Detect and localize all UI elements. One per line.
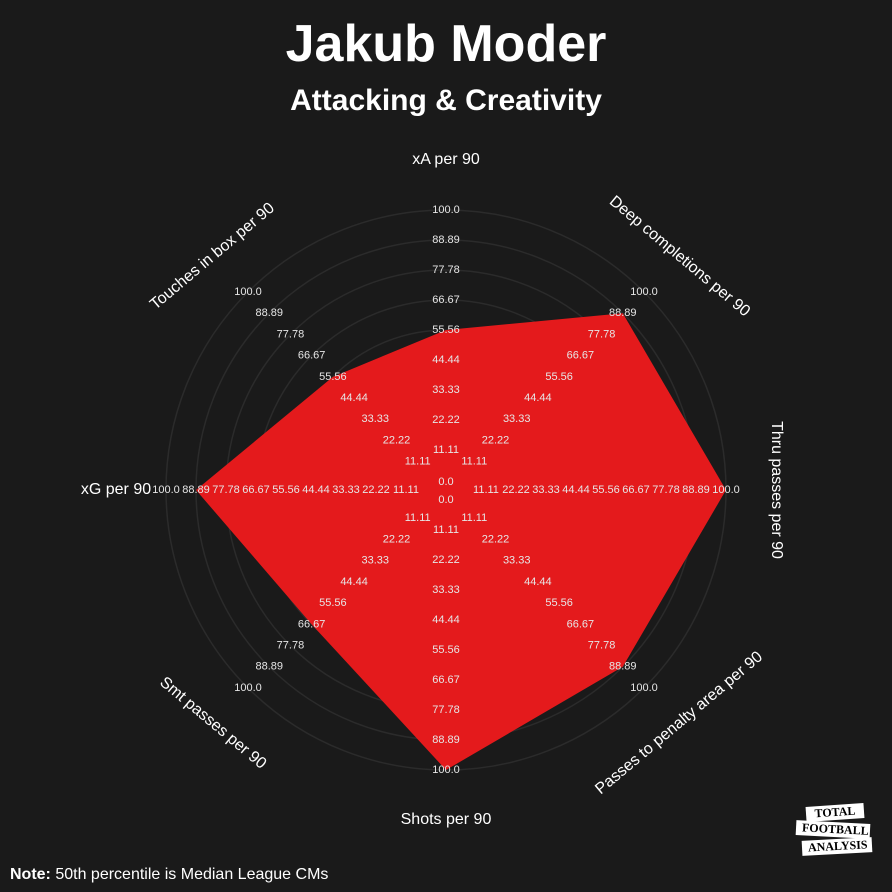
svg-text:Deep completions per 90: Deep completions per 90: [606, 193, 753, 320]
svg-text:44.44: 44.44: [340, 392, 368, 404]
svg-text:44.44: 44.44: [524, 576, 552, 588]
svg-text:11.11: 11.11: [405, 456, 431, 468]
svg-text:100.0: 100.0: [234, 286, 262, 298]
svg-text:55.56: 55.56: [432, 324, 460, 336]
svg-text:0.0: 0.0: [438, 476, 453, 488]
svg-text:100.0: 100.0: [234, 682, 262, 694]
svg-text:11.11: 11.11: [433, 444, 459, 456]
svg-text:55.56: 55.56: [432, 644, 460, 656]
svg-text:55.56: 55.56: [319, 371, 347, 383]
svg-text:22.22: 22.22: [432, 414, 460, 426]
svg-text:xA per 90: xA per 90: [412, 151, 480, 168]
svg-text:22.22: 22.22: [432, 554, 460, 566]
svg-text:88.89: 88.89: [432, 734, 460, 746]
player-name-title: Jakub Moder: [0, 14, 892, 74]
svg-text:22.22: 22.22: [383, 533, 411, 545]
svg-text:11.11: 11.11: [405, 512, 431, 524]
svg-text:33.33: 33.33: [432, 384, 460, 396]
svg-text:88.89: 88.89: [182, 484, 210, 496]
svg-text:66.67: 66.67: [298, 618, 326, 630]
svg-text:11.11: 11.11: [393, 484, 419, 496]
chart-subtitle: Attacking & Creativity: [0, 84, 892, 118]
svg-text:88.89: 88.89: [255, 307, 283, 319]
svg-text:77.78: 77.78: [652, 484, 680, 496]
svg-text:88.89: 88.89: [255, 661, 283, 673]
svg-text:100.0: 100.0: [432, 204, 460, 216]
svg-text:22.22: 22.22: [482, 533, 510, 545]
svg-text:77.78: 77.78: [277, 639, 305, 651]
svg-text:0.0: 0.0: [438, 494, 453, 506]
svg-text:11.11: 11.11: [433, 524, 459, 536]
svg-text:77.78: 77.78: [432, 264, 460, 276]
svg-text:33.33: 33.33: [362, 555, 390, 567]
svg-text:77.78: 77.78: [277, 328, 305, 340]
svg-text:100.0: 100.0: [712, 484, 740, 496]
svg-text:33.33: 33.33: [503, 413, 531, 425]
svg-text:33.33: 33.33: [503, 555, 531, 567]
svg-text:22.22: 22.22: [362, 484, 390, 496]
svg-text:33.33: 33.33: [362, 413, 390, 425]
svg-text:22.22: 22.22: [482, 434, 510, 446]
logo-line-3: ANALYSIS: [802, 837, 873, 856]
svg-text:11.11: 11.11: [461, 512, 487, 524]
svg-text:22.22: 22.22: [383, 434, 411, 446]
radar-chart: 0.00.011.1122.2233.3344.4455.5666.6777.7…: [0, 0, 892, 892]
svg-text:44.44: 44.44: [340, 576, 368, 588]
svg-text:100.0: 100.0: [152, 484, 180, 496]
footnote-bold: Note:: [10, 866, 51, 883]
svg-text:44.44: 44.44: [562, 484, 590, 496]
svg-text:44.44: 44.44: [432, 354, 460, 366]
svg-text:100.0: 100.0: [630, 286, 658, 298]
footnote: Note: 50th percentile is Median League C…: [10, 866, 328, 884]
svg-text:66.67: 66.67: [567, 618, 595, 630]
svg-text:33.33: 33.33: [432, 584, 460, 596]
svg-text:xG per 90: xG per 90: [81, 481, 151, 498]
svg-text:77.78: 77.78: [588, 328, 616, 340]
svg-text:55.56: 55.56: [272, 484, 300, 496]
svg-text:11.11: 11.11: [473, 484, 499, 496]
svg-text:100.0: 100.0: [432, 764, 460, 776]
svg-text:44.44: 44.44: [524, 392, 552, 404]
svg-text:22.22: 22.22: [502, 484, 530, 496]
svg-text:33.33: 33.33: [332, 484, 360, 496]
svg-text:77.78: 77.78: [212, 484, 240, 496]
svg-text:55.56: 55.56: [545, 371, 573, 383]
svg-text:66.67: 66.67: [298, 350, 326, 362]
svg-text:55.56: 55.56: [319, 597, 347, 609]
svg-text:66.67: 66.67: [432, 294, 460, 306]
svg-text:88.89: 88.89: [432, 234, 460, 246]
svg-text:Thru passes per 90: Thru passes per 90: [768, 421, 785, 559]
svg-text:55.56: 55.56: [592, 484, 620, 496]
svg-text:66.67: 66.67: [567, 350, 595, 362]
footnote-text: 50th percentile is Median League CMs: [55, 866, 328, 883]
svg-text:33.33: 33.33: [532, 484, 560, 496]
logo-line-2: FOOTBALL: [796, 820, 871, 839]
svg-text:Shots per 90: Shots per 90: [401, 811, 492, 828]
svg-text:44.44: 44.44: [302, 484, 330, 496]
logo-line-1: TOTAL: [806, 803, 865, 822]
svg-text:66.67: 66.67: [622, 484, 650, 496]
svg-text:88.89: 88.89: [609, 661, 637, 673]
svg-text:88.89: 88.89: [609, 307, 637, 319]
svg-text:55.56: 55.56: [545, 597, 573, 609]
svg-text:11.11: 11.11: [461, 456, 487, 468]
svg-text:77.78: 77.78: [432, 704, 460, 716]
source-logo: TOTAL FOOTBALL ANALYSIS: [792, 805, 872, 856]
svg-text:88.89: 88.89: [682, 484, 710, 496]
svg-text:66.67: 66.67: [432, 674, 460, 686]
svg-text:100.0: 100.0: [630, 682, 658, 694]
svg-text:44.44: 44.44: [432, 614, 460, 626]
svg-text:66.67: 66.67: [242, 484, 270, 496]
svg-text:77.78: 77.78: [588, 639, 616, 651]
